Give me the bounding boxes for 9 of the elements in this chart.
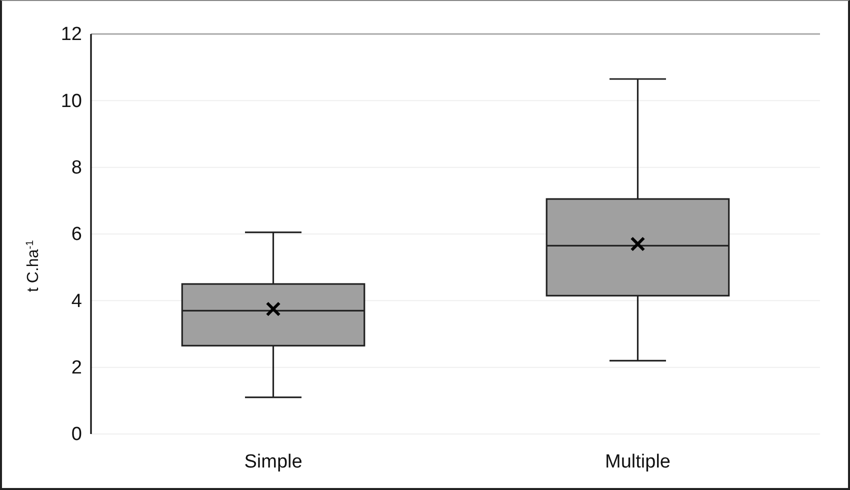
y-tick-label: 8 bbox=[71, 157, 82, 178]
x-tick-label: Simple bbox=[244, 451, 302, 472]
y-tick-label: 12 bbox=[60, 24, 82, 46]
x-tick-label: Multiple bbox=[605, 451, 670, 472]
y-tick-label: 6 bbox=[71, 224, 82, 246]
y-tick-label: 2 bbox=[71, 357, 82, 378]
y-tick-label: 4 bbox=[71, 290, 82, 312]
y-tick-label: 10 bbox=[60, 90, 82, 112]
y-tick-label: 0 bbox=[71, 424, 82, 446]
